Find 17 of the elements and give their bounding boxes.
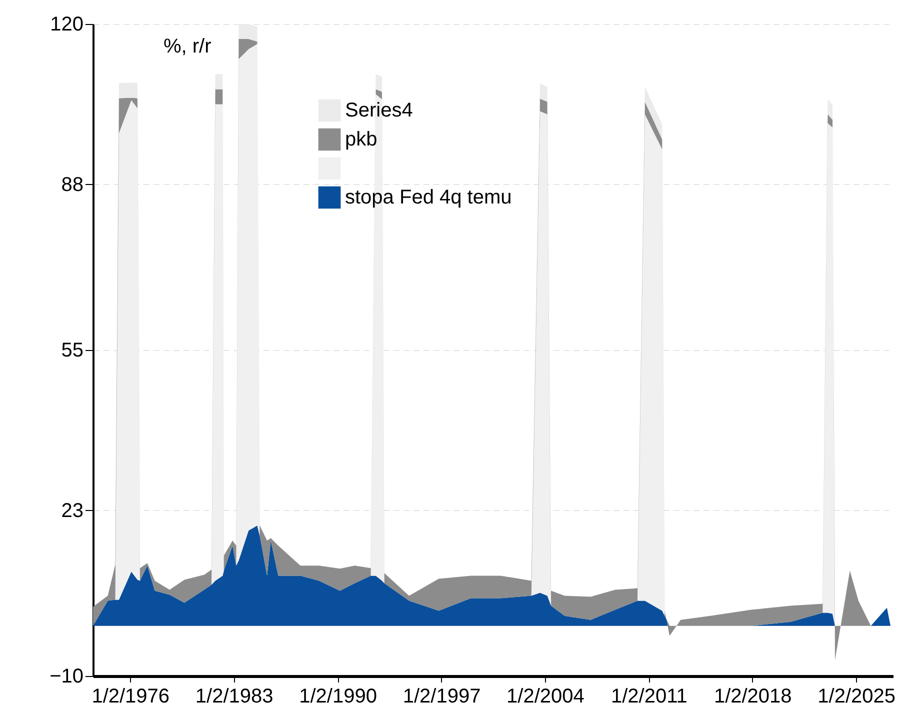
y-axis-title: %, r/r	[164, 36, 212, 58]
x-tick-label: 1/2/2018	[714, 686, 792, 708]
x-tick-label: 1/2/1990	[299, 686, 377, 708]
x-tick-label: 1/2/2025	[818, 686, 896, 708]
legend-label: pkb	[345, 128, 378, 150]
x-tick-label: 1/2/2004	[506, 686, 584, 708]
legend-label: Series4	[345, 100, 413, 122]
legend-label: stopa Fed 4q temu	[345, 186, 512, 208]
x-tick-label: 1/2/2011	[610, 686, 688, 708]
x-tick-label: 1/2/1997	[402, 686, 481, 708]
y-tick-label: 23	[61, 500, 84, 522]
y-tick-label: 55	[61, 340, 84, 362]
y-tick-label: 120	[50, 14, 84, 36]
y-tick-label: −10	[50, 666, 84, 688]
y-tick-label: 88	[61, 174, 84, 196]
x-tick-label: 1/2/1976	[92, 686, 170, 708]
x-tick-label: 1/2/1983	[195, 686, 274, 708]
